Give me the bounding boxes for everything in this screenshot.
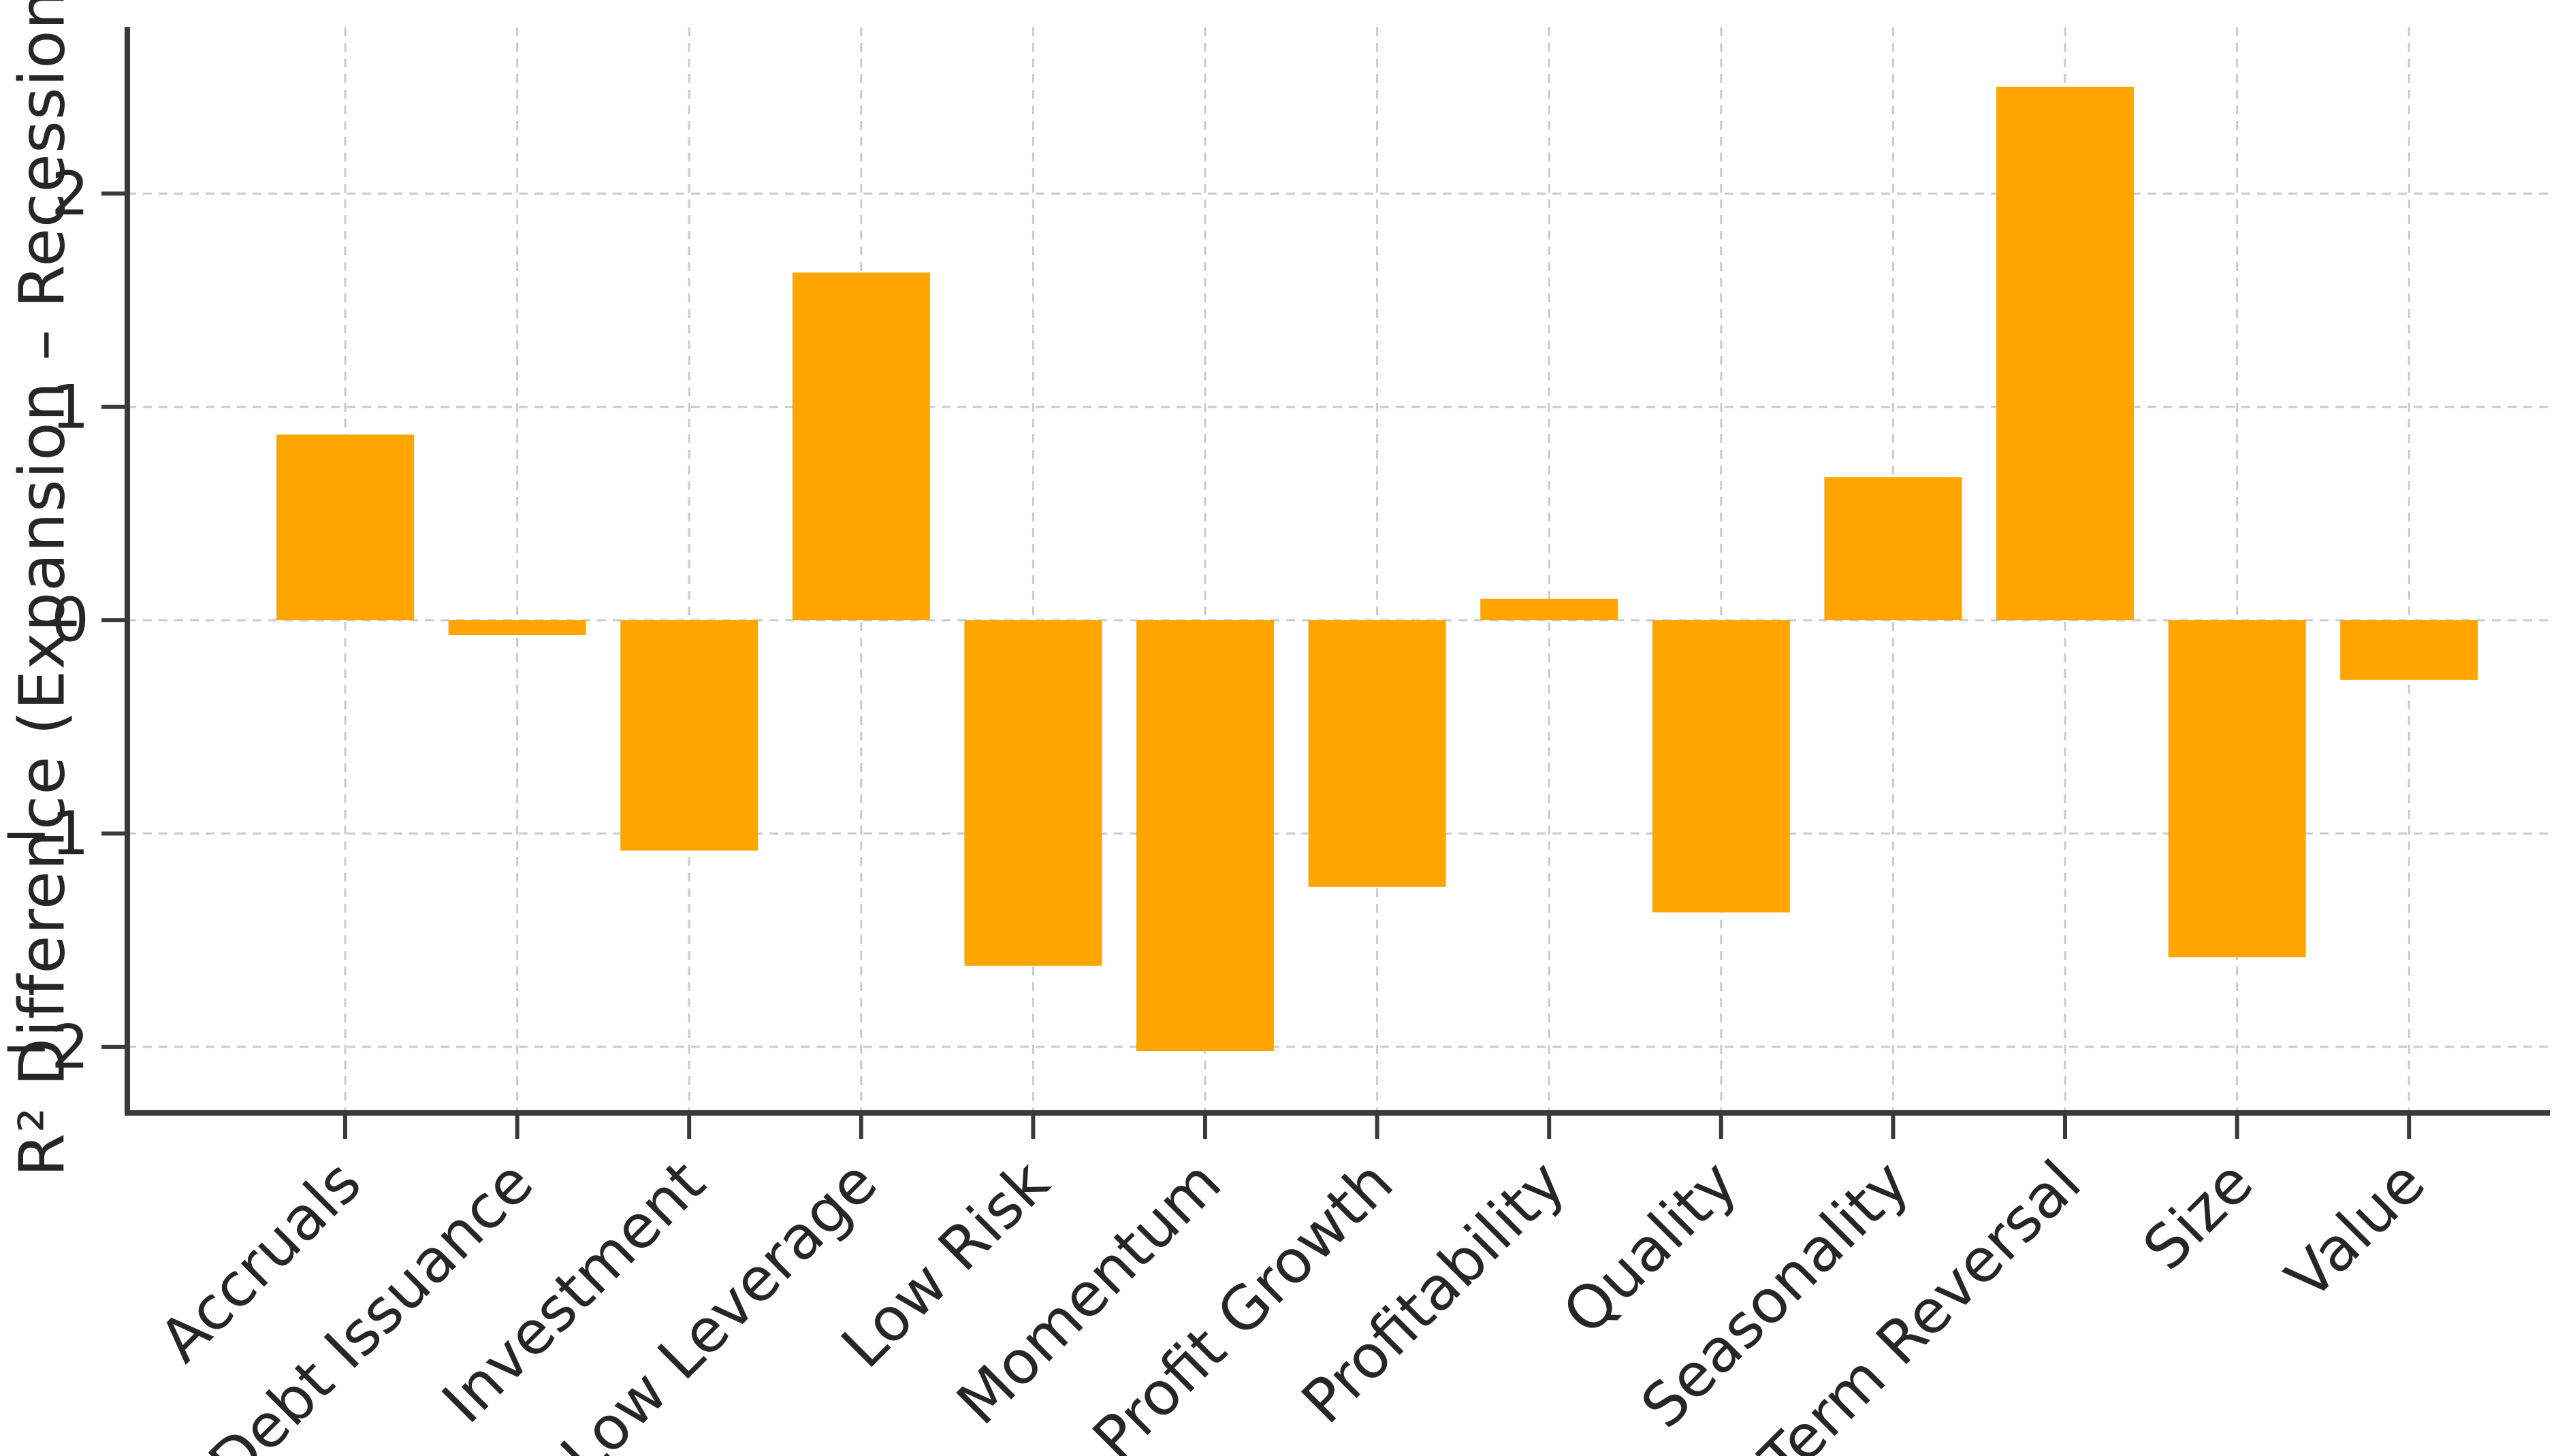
bar <box>1996 86 2134 621</box>
bar <box>1824 477 1962 621</box>
bar <box>276 434 414 621</box>
y-tick-label: −2 <box>1 1012 89 1082</box>
bar <box>1308 620 1446 887</box>
x-tick-label: Size <box>2130 1147 2267 1284</box>
bar <box>620 620 758 851</box>
bar <box>792 272 930 621</box>
bar <box>964 620 1102 966</box>
y-tick-label: 1 <box>51 372 89 442</box>
bar <box>1480 598 1618 621</box>
y-tick-label: 0 <box>51 585 89 656</box>
bar <box>1136 620 1274 1052</box>
y-tick-label: 2 <box>51 159 89 229</box>
bar <box>1652 620 1790 913</box>
bar <box>2340 620 2478 680</box>
bar <box>448 620 586 636</box>
x-tick-label: Value <box>2272 1147 2438 1313</box>
bar <box>2168 620 2306 958</box>
y-tick-label: −1 <box>1 798 89 869</box>
